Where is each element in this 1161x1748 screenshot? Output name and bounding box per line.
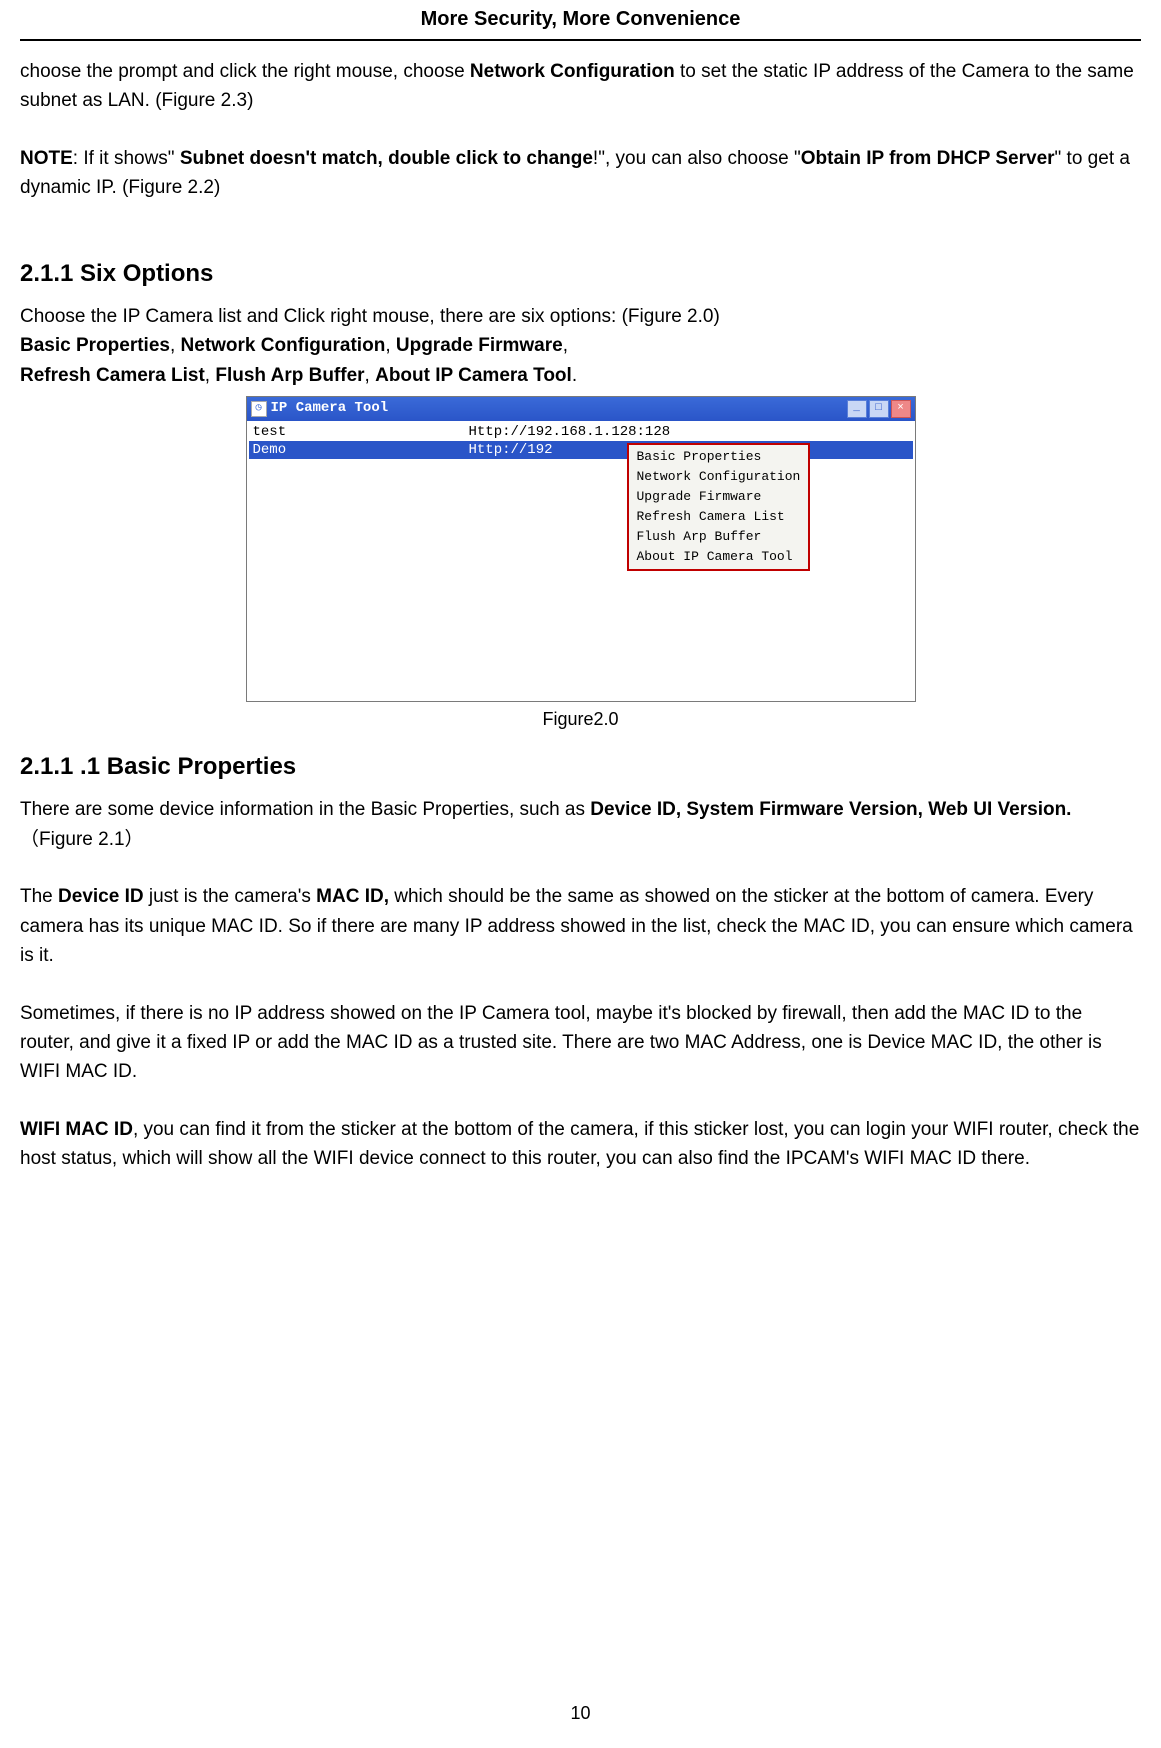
figure-2-0: ◷ IP Camera Tool _ □ × test Http://192.1… — [20, 396, 1141, 702]
opt-about-tool: About IP Camera Tool — [375, 365, 572, 386]
bold-text: Device ID — [58, 886, 144, 907]
note-label: NOTE — [20, 148, 73, 169]
bold-text: Device ID, System Firmware Version, Web … — [590, 799, 1071, 820]
context-menu: Basic Properties Network Configuration U… — [627, 443, 811, 571]
menu-about-tool[interactable]: About IP Camera Tool — [637, 547, 801, 567]
text: choose the prompt and click the right mo… — [20, 61, 470, 82]
bp-p1: There are some device information in the… — [20, 795, 1141, 854]
page-header: More Security, More Convenience — [20, 0, 1141, 41]
menu-basic-properties[interactable]: Basic Properties — [637, 447, 801, 467]
text: , you can find it from the sticker at th… — [20, 1119, 1139, 1169]
bold-text: Obtain IP from DHCP Server — [801, 148, 1055, 169]
list-row[interactable]: test Http://192.168.1.128:128 — [249, 423, 913, 441]
six-options-list: Basic Properties, Network Configuration,… — [20, 331, 1141, 390]
camera-list-area: test Http://192.168.1.128:128 Demo Http:… — [247, 421, 915, 701]
text: , — [205, 365, 216, 386]
text: . — [572, 365, 577, 386]
bold-text: WIFI MAC ID — [20, 1119, 133, 1140]
bp-p4: WIFI MAC ID, you can find it from the st… — [20, 1115, 1141, 1174]
ipcam-tool-window: ◷ IP Camera Tool _ □ × test Http://192.1… — [246, 396, 916, 702]
text: , — [365, 365, 376, 386]
menu-upgrade-firmware[interactable]: Upgrade Firmware — [637, 487, 801, 507]
header-title: More Security, More Convenience — [421, 8, 741, 30]
menu-flush-arp[interactable]: Flush Arp Buffer — [637, 527, 801, 547]
camera-name: Demo — [249, 441, 469, 459]
intro-note: NOTE: If it shows" Subnet doesn't match,… — [20, 144, 1141, 203]
opt-upgrade-firmware: Upgrade Firmware — [396, 335, 563, 356]
text: , — [563, 335, 568, 356]
bold-text: MAC ID, — [316, 886, 389, 907]
opt-basic-properties: Basic Properties — [20, 335, 170, 356]
window-title: IP Camera Tool — [271, 398, 389, 420]
app-icon: ◷ — [251, 401, 267, 417]
close-button[interactable]: × — [891, 400, 911, 418]
page-number: 10 — [0, 1703, 1161, 1724]
text: !", you can also choose " — [593, 148, 801, 169]
bp-p3: Sometimes, if there is no IP address sho… — [20, 999, 1141, 1087]
opt-refresh-list: Refresh Camera List — [20, 365, 205, 386]
figure-caption: Figure2.0 — [20, 706, 1141, 734]
window-buttons: _ □ × — [847, 400, 911, 418]
heading-basic-properties: 2.1.1 .1 Basic Properties — [20, 748, 1141, 785]
page-content: choose the prompt and click the right mo… — [0, 41, 1161, 1174]
bold-text: Subnet doesn't match, double click to ch… — [180, 148, 593, 169]
maximize-button[interactable]: □ — [869, 400, 889, 418]
bp-p2: The Device ID just is the camera's MAC I… — [20, 882, 1141, 970]
text: , — [385, 335, 396, 356]
opt-flush-arp: Flush Arp Buffer — [215, 365, 364, 386]
text: just is the camera's — [144, 886, 317, 907]
text: , — [170, 335, 181, 356]
text: : If it shows" — [73, 148, 180, 169]
bold-text: Network Configuration — [470, 61, 675, 82]
menu-network-config[interactable]: Network Configuration — [637, 467, 801, 487]
intro-p1: choose the prompt and click the right mo… — [20, 57, 1141, 116]
titlebar-left: ◷ IP Camera Tool — [251, 398, 389, 420]
text: There are some device information in the… — [20, 799, 590, 820]
window-titlebar: ◷ IP Camera Tool _ □ × — [247, 397, 915, 421]
list-row-selected[interactable]: Demo Http://192 — [249, 441, 913, 459]
camera-url: Http://192.168.1.128:128 — [469, 423, 913, 441]
opt-network-config: Network Configuration — [181, 335, 386, 356]
menu-refresh-list[interactable]: Refresh Camera List — [637, 507, 801, 527]
six-options-p1: Choose the IP Camera list and Click righ… — [20, 302, 1141, 331]
camera-name: test — [249, 423, 469, 441]
text: The — [20, 886, 58, 907]
heading-six-options: 2.1.1 Six Options — [20, 255, 1141, 292]
text: （Figure 2.1） — [20, 829, 144, 850]
minimize-button[interactable]: _ — [847, 400, 867, 418]
